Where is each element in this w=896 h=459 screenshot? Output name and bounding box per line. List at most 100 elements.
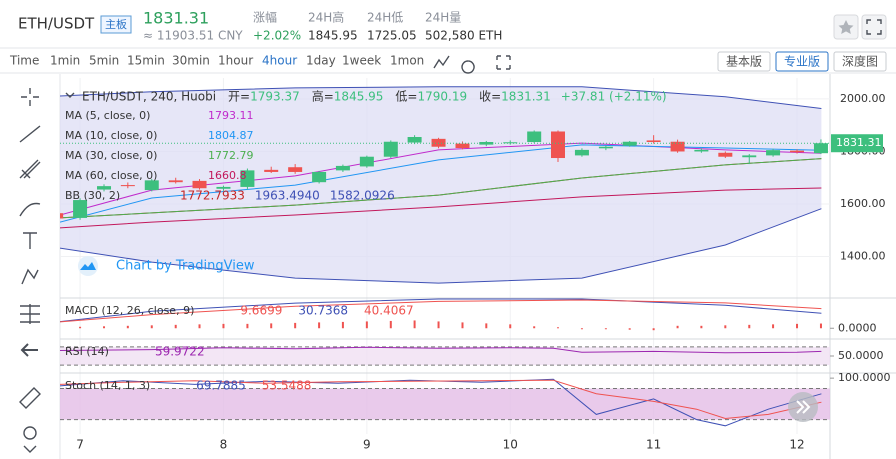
indicator-value: 1772.79	[208, 149, 254, 162]
candle-body	[694, 149, 709, 152]
candle-body	[574, 149, 589, 156]
badge: 主板	[105, 17, 127, 31]
interval-button[interactable]: 1day	[306, 54, 336, 68]
ohlc-label: 收=	[479, 90, 501, 104]
y-tick-label: 100.0000	[838, 371, 891, 384]
histogram-bar	[748, 324, 751, 329]
histogram-bar	[389, 320, 392, 329]
chart-title: ETH/USDT, 240, Huobi	[82, 90, 216, 104]
indicator-name: MA (10, close, 0)	[65, 129, 157, 142]
screenshot-icon[interactable]	[496, 55, 511, 70]
candle-body	[240, 170, 255, 187]
x-tick-label: 11	[646, 438, 661, 452]
fullscreen-button[interactable]	[861, 14, 887, 40]
collapse-icon[interactable]	[65, 92, 75, 98]
indicator-name: MA (30, close, 0)	[65, 149, 157, 162]
logo	[78, 256, 98, 276]
view-label: 专业版	[784, 54, 820, 69]
view-button[interactable]	[833, 51, 887, 72]
candle-body	[742, 155, 757, 158]
histogram-bar	[437, 321, 440, 329]
fullscreen-icon	[866, 19, 882, 35]
axes: 7891011121400.001600.001800.002000.00183…	[76, 92, 890, 452]
interval-button[interactable]: 30min	[172, 54, 210, 68]
toolbar-icons[interactable]	[433, 55, 475, 74]
band-fill	[60, 86, 822, 284]
watermark: Chart by TradingView	[116, 259, 255, 274]
ohlc-value: 1790.19	[417, 90, 467, 104]
candle-body	[670, 141, 685, 152]
interval-button[interactable]: 5min	[89, 54, 119, 68]
indicator-line	[60, 379, 822, 420]
histogram-bar	[413, 320, 416, 329]
histogram-bar	[724, 325, 727, 329]
stat-value: 1845.95	[308, 29, 358, 43]
ohlc-value: 1793.37	[250, 90, 300, 104]
view-label: 基本版	[726, 55, 762, 69]
interval-button[interactable]: Time	[9, 54, 39, 68]
indicator-value: 59.9722	[155, 345, 205, 359]
ohlc-value: 1831.31	[501, 90, 551, 104]
histogram-bar	[246, 323, 249, 329]
candle-body	[60, 213, 64, 219]
interval-button[interactable]: 4hour	[262, 54, 297, 68]
histogram-bar	[819, 323, 822, 329]
interval-button[interactable]: 1hour	[218, 54, 253, 68]
candle-body	[264, 169, 279, 172]
y-tick-label: 1400.00	[840, 250, 886, 263]
histogram-bar	[556, 327, 559, 329]
histogram-bar	[126, 325, 129, 329]
price: 1831.31	[143, 9, 209, 28]
x-tick-label: 9	[363, 438, 371, 452]
candle-body	[216, 186, 231, 189]
last-price-label: 1831.31	[836, 136, 882, 149]
indicator-value: 9.6699	[240, 304, 282, 318]
histogram-bar	[174, 324, 177, 329]
histogram-bar	[150, 325, 153, 329]
candle-body	[168, 180, 183, 183]
legend: ETH/USDT, 240, Huobi 开= 1793.37 高= 1845.95 低=…	[65, 89, 667, 393]
histogram-bar	[318, 322, 321, 329]
histogram-bar	[79, 326, 82, 329]
symbol: ETH/USDT	[18, 15, 95, 33]
y-tick-label: 2000.00	[840, 92, 886, 105]
indicator-line	[60, 298, 822, 323]
x-tick-label: 8	[220, 438, 228, 452]
y-tick-label: 0.0000	[838, 321, 877, 334]
stat-label: 24H低	[367, 11, 403, 25]
interval-button[interactable]: 1mon	[390, 54, 424, 68]
candle-body	[646, 140, 661, 142]
price-cny: ≈ 11903.51 CNY	[143, 29, 243, 43]
candle-body	[527, 131, 542, 142]
x-tick-label: 7	[76, 438, 84, 452]
candle-body	[813, 143, 828, 154]
interval-button[interactable]: 1min	[50, 54, 80, 68]
candle-body	[144, 180, 159, 191]
histogram-bar	[796, 323, 799, 329]
histogram-bar	[580, 328, 583, 330]
view-button[interactable]	[775, 51, 829, 72]
ohlc-label: 低=	[395, 90, 417, 104]
indicator-value: 40.4067	[364, 304, 414, 318]
drawing-tools[interactable]	[19, 88, 41, 453]
histogram-bar	[676, 325, 679, 329]
indicator-name: MA (60, close, 0)	[65, 169, 157, 182]
histogram-bar	[772, 324, 775, 329]
pane-name: RSI (14)	[65, 345, 109, 358]
histogram-bar	[509, 324, 512, 329]
indicator-value: 1660.8	[208, 169, 247, 182]
y-tick-label: 1600.00	[840, 197, 886, 210]
last-price-box	[831, 134, 883, 153]
stat-label: 涨幅	[253, 10, 277, 25]
band-line	[60, 208, 822, 284]
interval-button[interactable]: 15min	[127, 54, 165, 68]
ma-line	[60, 144, 822, 223]
histogram-bar	[294, 322, 297, 329]
view-button[interactable]	[717, 51, 771, 72]
histogram-bar	[55, 327, 57, 328]
interval-button[interactable]: 1week	[342, 54, 381, 68]
candle-body	[120, 185, 135, 187]
badge-box	[100, 15, 132, 34]
histogram-bar	[700, 325, 703, 329]
candle-body	[455, 143, 470, 149]
